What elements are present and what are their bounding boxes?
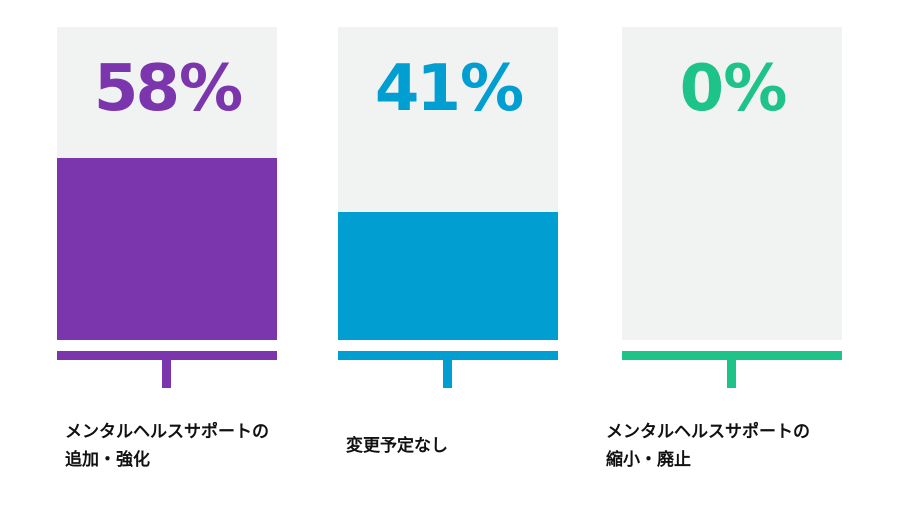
bar-panel: 41% [338,27,558,340]
bar [338,212,558,340]
bar-tick [727,360,736,388]
bar [57,158,277,340]
bar-panel: 58% [57,27,277,340]
bar-tick [162,360,171,388]
category-label-line: 変更予定なし [346,436,448,456]
category-label-line: メンタルヘルスサポートの [606,422,810,442]
category-label: メンタルヘルスサポートの 追加・強化 [65,418,345,474]
value-label: 0% [622,57,842,121]
category-label: 変更予定なし [346,432,626,460]
category-label-line: 追加・強化 [65,450,150,470]
bar-baseline [338,351,558,360]
category-label-line: メンタルヘルスサポートの [65,422,269,442]
category-label-line: 縮小・廃止 [606,450,691,470]
bar-tick [443,360,452,388]
bar-group-no-change: 41% 変更予定なし [338,0,578,512]
value-label: 58% [57,57,277,121]
bar-panel: 0% [622,27,842,340]
value-number: 41 [374,52,461,126]
value-unit: % [459,52,524,126]
bar-baseline [622,351,842,360]
bar-group-reduce-abolish: 0% メンタルヘルスサポートの 縮小・廃止 [606,0,862,512]
value-unit: % [723,52,787,126]
value-number: 58 [93,52,180,126]
value-unit: % [178,52,243,126]
bar-baseline [57,351,277,360]
value-number: 0 [679,52,724,126]
category-label: メンタルヘルスサポートの 縮小・廃止 [606,418,886,474]
bar-group-add-strengthen: 58% メンタルヘルスサポートの 追加・強化 [57,0,297,512]
value-label: 41% [338,57,558,121]
